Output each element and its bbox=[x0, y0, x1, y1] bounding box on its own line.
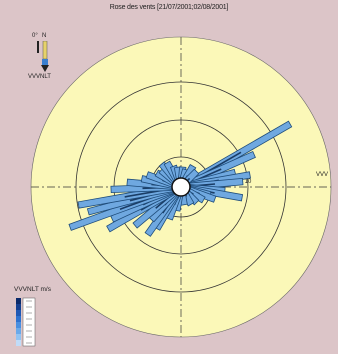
north-variable-label: VVVNLT bbox=[28, 74, 51, 80]
ring-label: 10 bbox=[245, 179, 252, 185]
legend-color-scale bbox=[16, 297, 36, 347]
legend-title: VVVNLT m/s bbox=[14, 286, 51, 293]
right-axis-label: VVV bbox=[316, 172, 329, 178]
chart-title: Rose des vents [21/07/2001;02/08/2001] bbox=[109, 4, 229, 11]
legend-frame bbox=[22, 297, 36, 347]
north-letter-label: N bbox=[42, 33, 47, 39]
north-degrees-label: 0° bbox=[32, 33, 38, 39]
legend-swatch-4 bbox=[16, 316, 21, 322]
north-arrow-icon bbox=[37, 41, 49, 72]
legend-swatch-2 bbox=[16, 304, 21, 310]
legend-swatch-5 bbox=[16, 322, 21, 328]
legend-swatch-6 bbox=[16, 328, 21, 334]
legend-swatch-7 bbox=[16, 334, 21, 340]
legend-swatch-3 bbox=[16, 310, 21, 316]
legend-swatch-8 bbox=[16, 340, 21, 346]
legend-swatch-1 bbox=[16, 298, 21, 304]
calm-center-circle bbox=[171, 177, 191, 197]
